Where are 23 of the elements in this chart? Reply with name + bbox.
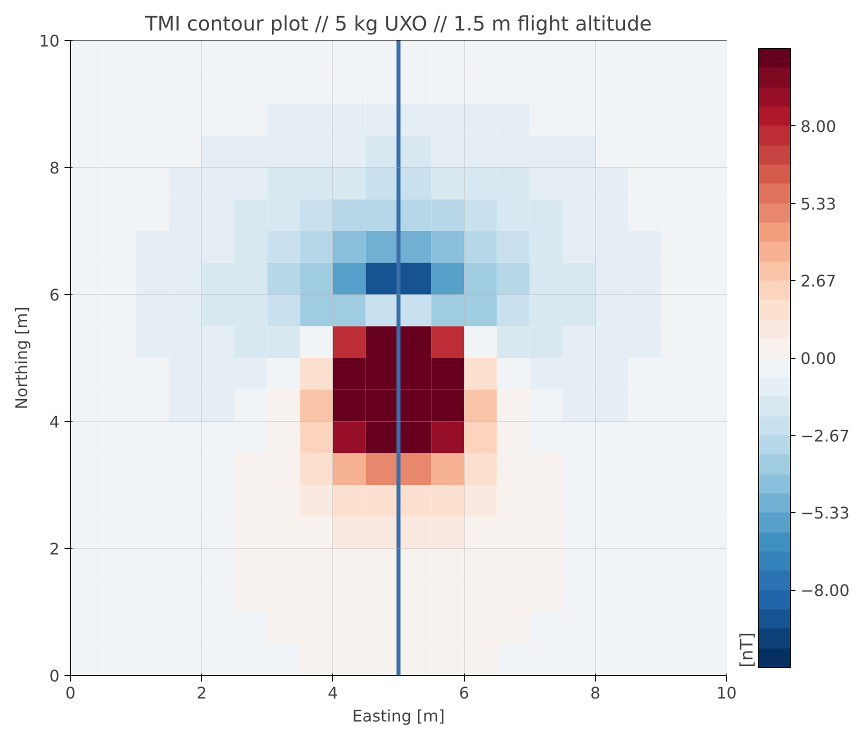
color-bar-label: 0.00 (800, 349, 836, 368)
y-tick-label: 0 (49, 666, 60, 686)
x-tick-label: 6 (459, 684, 470, 702)
color-bar-label: 5.33 (800, 194, 836, 214)
y-tick-label: 4 (49, 412, 60, 432)
y-tick-label: 10 (39, 32, 60, 50)
x-tick-label: 0 (65, 684, 76, 702)
x-tick-label: 4 (328, 684, 338, 702)
color-bar-label: 8.00 (800, 116, 836, 136)
color-bar-label: −8.00 (800, 581, 850, 600)
y-tick-label: 6 (49, 286, 60, 304)
x-axis-title: Easting [m] (352, 706, 445, 726)
x-tick-label: 2 (196, 684, 207, 702)
x-tick-label: 8 (590, 684, 600, 702)
color-bar-label: −5.33 (800, 504, 850, 523)
y-tick-label: 8 (49, 158, 60, 178)
color-bar-label: 2.67 (800, 272, 836, 291)
y-axis-title: Northing [m] (12, 306, 32, 410)
y-tick-label: 2 (49, 540, 60, 558)
color-bar-label: −2.67 (800, 426, 850, 446)
chart-title: TMI contour plot // 5 kg UXO // 1.5 m flight altitude (144, 12, 652, 36)
x-tick-label: 10 (716, 684, 737, 702)
color-bar-title: [nT] (738, 632, 758, 668)
